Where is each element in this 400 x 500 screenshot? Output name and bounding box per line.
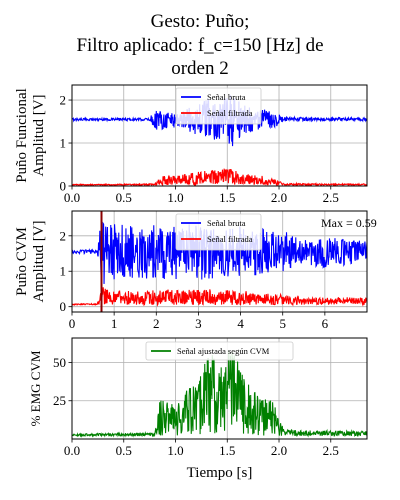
- x-tick-label: 1.5: [219, 443, 235, 458]
- x-tick-label: 2: [153, 316, 160, 331]
- x-axis-label: Tiempo [s]: [187, 465, 253, 481]
- y-axis-label-line-1: Puño CVM: [14, 227, 30, 296]
- legend-label: Señal bruta: [207, 218, 246, 228]
- y-axis-label-line-2: Amplitud [V]: [31, 220, 47, 302]
- series-filtered-line: [72, 287, 367, 307]
- series-emg-line: [72, 350, 367, 438]
- series-raw-line: [72, 95, 367, 147]
- figure-title-line-2: Filtro aplicado: f_c=150 [Hz] de: [76, 35, 324, 56]
- x-tick-label: 6: [322, 316, 329, 331]
- x-tick-label: 0.5: [116, 443, 132, 458]
- plot-area: [72, 95, 367, 186]
- panel-funcional: 0.0 0.5 1.0 1.5 2.0 2.5 0 1 2 Puño Funcional Ampli…: [14, 84, 368, 205]
- x-tick-label: 2.5: [323, 443, 339, 458]
- y-axis-label-line-2: Amplitud [V]: [31, 94, 47, 176]
- series-filtered-line: [72, 168, 367, 186]
- max-annotation: Max = 0.59: [321, 216, 377, 230]
- x-tick-label: 0: [69, 316, 76, 331]
- legend-label: Señal bruta: [207, 92, 246, 102]
- y-tick-label: 25: [53, 393, 66, 408]
- y-tick-label: 1: [60, 136, 67, 151]
- plot-area: [72, 350, 367, 438]
- x-tick-label: 2.5: [323, 190, 339, 205]
- series-raw-line: [72, 221, 367, 284]
- axes-frame: [71, 337, 368, 440]
- axes-frame: [71, 210, 368, 313]
- x-tick-label: 1.0: [167, 190, 183, 205]
- legend: Señal ajustada según CVM: [145, 341, 294, 361]
- legend-label: Señal filtrada: [207, 234, 253, 244]
- y-tick-label: 1: [60, 264, 67, 279]
- plot-area: [72, 211, 367, 312]
- x-tick-label: 1.0: [167, 443, 183, 458]
- x-tick-label: 2.0: [271, 190, 287, 205]
- legend-label: Señal filtrada: [207, 108, 253, 118]
- y-tick-label: 0: [60, 179, 67, 194]
- x-tick-label: 3: [195, 316, 202, 331]
- legend: Señal bruta Señal filtrada: [175, 87, 262, 125]
- y-tick-label: 50: [53, 355, 66, 370]
- x-tick-label: 0.5: [116, 190, 132, 205]
- legend-box: [145, 341, 294, 361]
- x-tick-label: 0.0: [64, 190, 80, 205]
- panel-cvm: 0 1 2 3 4 5 6 0 1 2 Puño CVM Amplitud [V] Max = 0.59…: [14, 210, 377, 331]
- y-tick-label: 2: [60, 93, 67, 108]
- x-tick-label: 4: [237, 316, 244, 331]
- x-tick-label: 2.0: [271, 443, 287, 458]
- axes-frame: [71, 84, 368, 187]
- x-tick-label: 5: [279, 316, 286, 331]
- x-tick-label: 1.5: [219, 190, 235, 205]
- x-tick-label: 0.0: [64, 443, 80, 458]
- legend: Señal bruta Señal filtrada: [175, 213, 262, 251]
- y-tick-label: 2: [60, 228, 67, 243]
- x-tick-label: 1: [111, 316, 118, 331]
- panel-emg: 0.0 0.5 1.0 1.5 2.0 2.5 25 50 % EMG CVM Tiempo [s…: [28, 337, 368, 481]
- figure-title-line-1: Gesto: Puño;: [150, 11, 250, 32]
- legend-label: Señal ajustada según CVM: [177, 346, 270, 356]
- y-axis-label: % EMG CVM: [28, 350, 43, 426]
- y-tick-label: 0: [60, 299, 67, 314]
- y-axis-label-line-1: Puño Funcional: [14, 88, 30, 183]
- figure-title-line-3: orden 2: [171, 58, 229, 79]
